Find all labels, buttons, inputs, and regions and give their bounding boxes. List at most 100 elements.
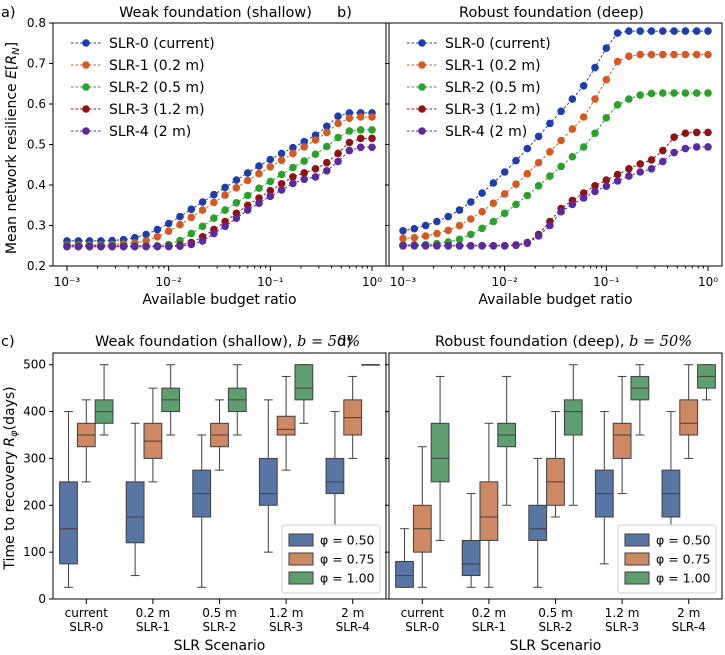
data-point (399, 234, 407, 243)
data-point (277, 186, 286, 194)
series-1 (412, 364, 699, 588)
data-point (187, 213, 196, 222)
legend-label: SLR-0 (current) (109, 36, 215, 52)
data-point (232, 199, 241, 207)
data-point (153, 242, 162, 251)
data-point (681, 89, 690, 97)
x-tick-label: 2 m (341, 606, 364, 620)
data-point (210, 198, 218, 207)
data-point (255, 169, 263, 178)
data-point (221, 206, 229, 214)
data-point (704, 143, 712, 151)
legend-marker (418, 127, 426, 135)
data-point (187, 205, 196, 214)
data-point (681, 144, 690, 153)
data-point (176, 212, 184, 221)
box (479, 481, 499, 541)
series-line (67, 137, 372, 248)
data-point (546, 221, 554, 230)
panel-title: Weak foundation (shallow), b = 50% (95, 334, 360, 350)
data-point (433, 217, 441, 226)
x-tick-label: SLR-0 (69, 620, 103, 634)
legend-swatch (288, 571, 314, 585)
legend-label: SLR-2 (0.5 m) (109, 80, 205, 96)
data-point (198, 222, 207, 231)
data-point (591, 129, 599, 137)
data-point (625, 52, 633, 60)
data-point (356, 126, 365, 134)
legend-label: φ = 0.50 (656, 533, 711, 548)
data-point (681, 27, 690, 35)
data-point (500, 242, 509, 250)
data-point (433, 229, 441, 238)
legend-marker (418, 39, 426, 47)
data-point (546, 172, 554, 180)
legend-marker (418, 83, 426, 91)
data-point (591, 95, 599, 103)
x-tick-label: SLR-2 (538, 620, 572, 634)
data-point (568, 200, 577, 209)
data-point (119, 242, 128, 251)
data-point (421, 242, 430, 250)
legend-label: SLR-3 (1.2 m) (109, 102, 205, 118)
data-point (221, 222, 229, 231)
y-tick-label: 0.8 (27, 16, 46, 30)
data-point (546, 119, 554, 128)
data-point (704, 27, 712, 35)
data-point (455, 235, 464, 244)
legend: SLR-0 (current) SLR-1 (0.2 m) SLR-2 (0.5 m… (407, 36, 551, 140)
panel-label: a) (1, 5, 16, 21)
legend-label: φ = 1.00 (656, 571, 711, 586)
data-point (311, 165, 320, 173)
data-point (591, 63, 599, 72)
data-point (478, 224, 486, 233)
data-point (659, 157, 667, 166)
data-point (300, 169, 309, 177)
data-point (300, 137, 309, 146)
x-axis-label: SLR Scenario (510, 638, 602, 654)
legend-marker (82, 83, 90, 91)
data-point (557, 207, 565, 216)
y-tick-label: 0.4 (27, 178, 46, 192)
data-point (704, 50, 712, 59)
data-point (602, 75, 611, 84)
x-tick-label: 0.5 m (202, 606, 237, 620)
x-axis-label: Available budget ratio (142, 292, 296, 308)
legend-label: SLR-4 (2 m) (445, 124, 527, 140)
series-2 (94, 364, 380, 436)
box (325, 457, 345, 495)
x-tick-label: 10⁰ (698, 275, 718, 289)
series-line (67, 116, 372, 246)
data-point (232, 184, 241, 192)
data-point (131, 233, 139, 242)
data-point (153, 233, 162, 241)
data-point (421, 221, 430, 230)
y-tick-label: 100 (23, 545, 46, 559)
data-point (534, 158, 543, 167)
panel-label: b) (337, 5, 352, 21)
panel-label: d) (337, 334, 352, 350)
x-tick-label: 10⁻² (491, 275, 518, 289)
data-point (467, 242, 475, 250)
x-tick-label: 0.2 m (136, 606, 171, 620)
data-point (692, 27, 701, 35)
data-point (210, 229, 218, 238)
data-point (613, 177, 622, 185)
data-point (692, 50, 701, 59)
plot-frame (388, 22, 723, 267)
x-tick-label: 2 m (677, 606, 700, 620)
box (276, 415, 296, 436)
data-point (467, 215, 475, 223)
data-point (311, 136, 320, 144)
panel-title-param: b = 50% (297, 334, 360, 350)
data-point (164, 227, 173, 235)
data-point (289, 173, 297, 181)
x-tick-label: 1.2 m (269, 606, 304, 620)
y-tick-label: 500 (23, 358, 46, 372)
data-point (534, 182, 543, 190)
series-0 (395, 411, 681, 588)
box (125, 481, 145, 544)
data-point (523, 191, 532, 200)
box (258, 457, 278, 506)
data-point (534, 232, 543, 240)
